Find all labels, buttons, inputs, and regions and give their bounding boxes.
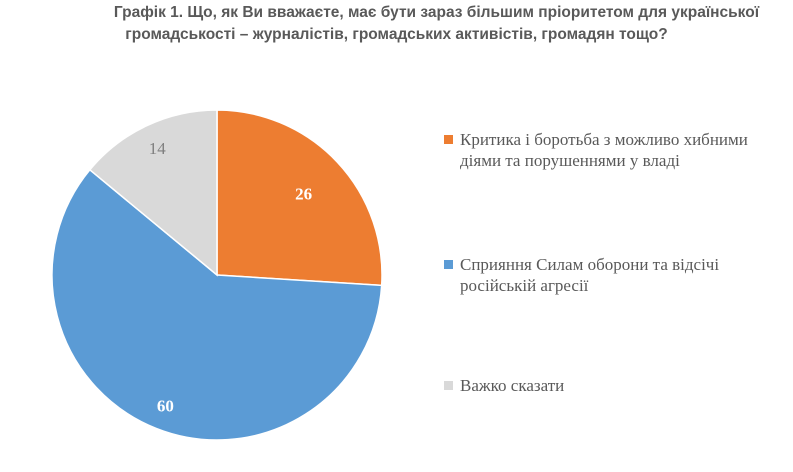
chart-title-line-1: Графік 1. Що, як Ви вважаєте, має бути з… <box>113 4 760 21</box>
legend-swatch <box>444 135 453 144</box>
pie-slice-1 <box>51 168 383 441</box>
data-label-1: 60 <box>157 396 174 415</box>
pie-slice-2 <box>88 109 218 277</box>
data-label-0: 26 <box>295 185 312 204</box>
chart-title-line-2: громадськості – журналістів, громадських… <box>125 26 668 43</box>
legend-swatch <box>444 260 453 269</box>
chart-title: Графік 1. Що, як Ви вважаєте, має бути з… <box>0 2 793 46</box>
legend-label: Важко сказати <box>460 376 565 395</box>
data-label-2: 14 <box>149 139 167 158</box>
pie-slice-0 <box>216 109 383 287</box>
legend-label: Сприяння Силам оборони та відсічі російс… <box>460 255 720 295</box>
legend-label: Критика і боротьба з можливо хибними дія… <box>460 130 748 170</box>
legend-swatch <box>444 381 453 390</box>
